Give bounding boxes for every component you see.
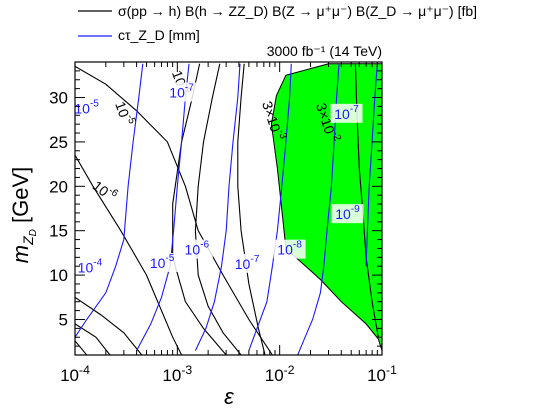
- sigma-contour-line: [194, 63, 242, 355]
- lifetime-label-bg: [70, 98, 103, 118]
- y-tick-label: 5: [59, 310, 68, 329]
- lifetime-contour-label: 10-9: [335, 204, 360, 222]
- lifetime-label-bg: [165, 82, 198, 102]
- y-tick-label: 20: [49, 177, 68, 196]
- legend: σ(pp → h) B(h → ZZ_D) B(Z → μ⁺μ⁻) B(Z_D …: [78, 3, 477, 43]
- y-axis-title-sub: Z: [20, 236, 36, 246]
- excluded-region: [270, 63, 382, 351]
- lifetime-contour-line: [136, 63, 190, 351]
- y-axis-ticks: 5 10 15 20 25 30: [49, 61, 382, 356]
- legend-black-text: σ(pp → h) B(h → ZZ_D) B(Z → μ⁺μ⁻) B(Z_D …: [118, 3, 477, 19]
- lifetime-label-bg: [180, 239, 213, 259]
- y-axis-title-unit: [GeV]: [8, 167, 33, 229]
- lifetime-contour-label: 10-5: [74, 98, 99, 116]
- sigma-contour-line: [75, 154, 183, 355]
- sigma-contour-label: 10-6: [90, 176, 121, 206]
- lifetime-label-bg: [73, 257, 106, 277]
- sigma-contour-line: [75, 323, 111, 355]
- lifetime-contour-label: 10-5: [150, 253, 175, 271]
- x-tick-label: 10-1: [367, 363, 397, 385]
- lifetime-label-bg: [331, 204, 364, 224]
- lifetime-contour-label: 10-7: [169, 83, 194, 101]
- svg-text:mZD [GeV]: mZD [GeV]: [8, 167, 39, 263]
- lifetime-contour-label: 10-6: [185, 240, 210, 258]
- y-tick-label: 10: [49, 266, 68, 285]
- lifetime-label-bg: [231, 253, 264, 273]
- lifetime-label-bg: [146, 252, 179, 272]
- sigma-contour-line: [75, 296, 143, 355]
- lifetime-contour-line: [248, 63, 292, 351]
- y-axis-title-subsub: D: [28, 229, 39, 236]
- lifetime-contour-line: [75, 63, 144, 338]
- lifetime-contour-label: 10-4: [78, 257, 103, 275]
- plot-area: 10-610-510-43×10-33×10-2 10-410-510-510-…: [49, 61, 397, 385]
- lifetime-label-bg: [330, 103, 363, 123]
- y-tick-label: 15: [49, 222, 68, 241]
- lifetime-contour-label: 10-7: [235, 254, 260, 272]
- x-tick-label: 10-3: [162, 363, 192, 385]
- x-tick-label: 10-2: [265, 363, 295, 385]
- sigma-contour-line: [237, 63, 266, 355]
- sigma-contour-line: [75, 65, 273, 355]
- x-axis-ticks: 10-4 10-3 10-2 10-1: [60, 62, 397, 385]
- y-tick-label: 25: [49, 133, 68, 152]
- plot-frame: [74, 61, 383, 356]
- x-axis-title: ε: [224, 384, 234, 409]
- y-axis-title-symbol: m: [8, 245, 33, 263]
- x-tick-label: 10-4: [60, 363, 90, 385]
- lifetime-contour-line: [194, 63, 241, 351]
- legend-blue-text: cτ_Z_D [mm]: [118, 27, 200, 43]
- lifetime-contour-line: [365, 63, 378, 267]
- lifetime-contour-labels: 10-4 10-5 10-5 10-6 10-7 10-7 10-8 10-7 10-9: [70, 82, 364, 277]
- lifetime-contour-label: 10-7: [334, 104, 359, 122]
- lifetime-contour-label: 10-8: [277, 240, 302, 258]
- luminosity-annotation: 3000 fb⁻¹ (14 TeV): [267, 43, 382, 59]
- sigma-contour-label: 10-5: [112, 99, 137, 129]
- y-axis-title: mZD [GeV]: [8, 167, 39, 263]
- sigma-contour-line: [172, 63, 227, 355]
- y-tick-label: 30: [49, 89, 68, 108]
- sigma-contour-line: [75, 340, 88, 355]
- lifetime-label-bg: [273, 239, 306, 259]
